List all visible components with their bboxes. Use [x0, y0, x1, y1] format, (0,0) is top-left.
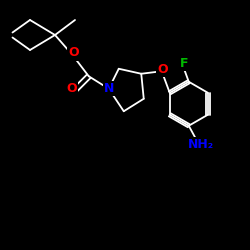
- Text: O: O: [68, 46, 79, 60]
- Text: O: O: [157, 63, 168, 76]
- Text: F: F: [180, 57, 188, 70]
- Text: NH₂: NH₂: [188, 138, 214, 150]
- Text: O: O: [67, 82, 77, 95]
- Text: N: N: [104, 82, 114, 95]
